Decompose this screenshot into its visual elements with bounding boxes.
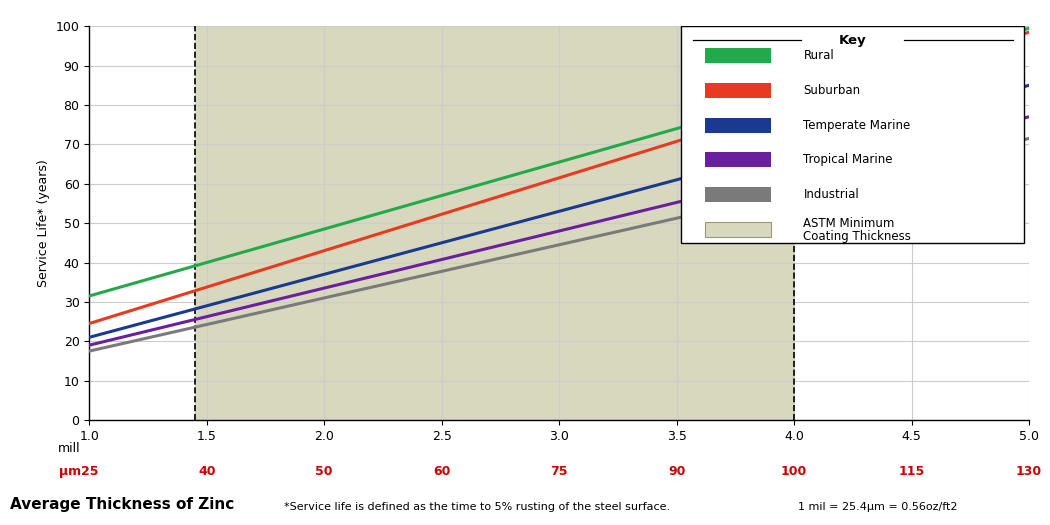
Text: 1 mil = 25.4μm = 0.56oz/ft2: 1 mil = 25.4μm = 0.56oz/ft2 bbox=[798, 502, 958, 512]
Text: Temperate Marine: Temperate Marine bbox=[803, 119, 910, 132]
Text: 90: 90 bbox=[668, 465, 686, 478]
Text: 40: 40 bbox=[198, 465, 215, 478]
Text: mill: mill bbox=[58, 443, 81, 455]
Text: Coating Thickness: Coating Thickness bbox=[803, 229, 911, 243]
Text: 25: 25 bbox=[81, 465, 98, 478]
Text: Rural: Rural bbox=[803, 49, 834, 62]
Text: 60: 60 bbox=[433, 465, 450, 478]
Bar bbox=[705, 83, 771, 98]
Text: μm: μm bbox=[59, 465, 81, 478]
Text: Suburban: Suburban bbox=[803, 84, 861, 97]
Text: Key: Key bbox=[839, 34, 866, 47]
Y-axis label: Service Life* (years): Service Life* (years) bbox=[37, 159, 50, 287]
Text: Tropical Marine: Tropical Marine bbox=[803, 153, 892, 166]
FancyBboxPatch shape bbox=[681, 26, 1025, 243]
Bar bbox=[705, 187, 771, 202]
Bar bbox=[705, 48, 771, 64]
Text: ASTM Minimum: ASTM Minimum bbox=[803, 217, 895, 229]
Text: 75: 75 bbox=[550, 465, 568, 478]
Bar bbox=[195, 26, 794, 420]
Text: Industrial: Industrial bbox=[803, 188, 859, 201]
Text: 50: 50 bbox=[315, 465, 333, 478]
Bar bbox=[705, 222, 771, 236]
Bar bbox=[705, 152, 771, 167]
Text: 130: 130 bbox=[1016, 465, 1042, 478]
Bar bbox=[705, 118, 771, 132]
Text: Average Thickness of Zinc: Average Thickness of Zinc bbox=[10, 497, 235, 512]
Text: *Service life is defined as the time to 5% rusting of the steel surface.: *Service life is defined as the time to … bbox=[284, 502, 670, 512]
Text: 115: 115 bbox=[899, 465, 925, 478]
Text: 100: 100 bbox=[781, 465, 807, 478]
